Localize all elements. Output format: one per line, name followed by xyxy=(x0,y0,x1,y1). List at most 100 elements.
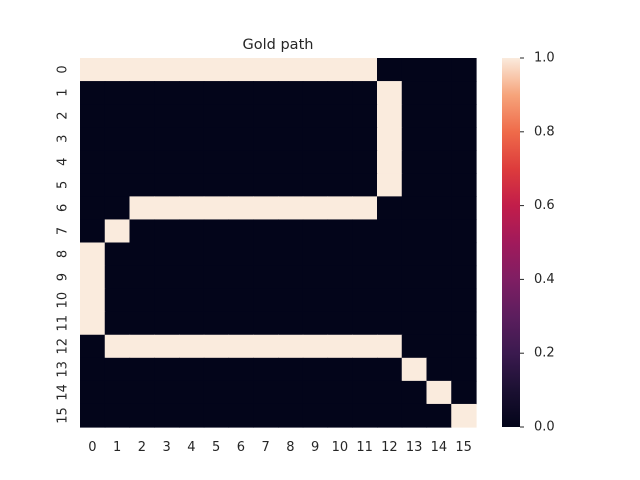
heatmap-cell-r7-c6 xyxy=(228,219,254,244)
heatmap-cell-r7-c3 xyxy=(154,219,180,244)
heatmap-cell-r9-c12 xyxy=(377,265,403,290)
heatmap-cell-r7-c4 xyxy=(179,219,205,244)
heatmap-cell-r11-c7 xyxy=(253,311,279,336)
heatmap-cell-r2-c6 xyxy=(228,104,254,128)
heatmap-cell-r7-c8 xyxy=(278,219,304,244)
heatmap-cell-r11-c0 xyxy=(80,311,106,336)
x-tick-label: 5 xyxy=(212,440,220,455)
chart-title: Gold path xyxy=(243,37,314,53)
y-tick-label: 11 xyxy=(56,315,71,332)
heatmap-cell-r9-c11 xyxy=(352,265,378,290)
heatmap-cell-r7-c13 xyxy=(401,219,428,244)
heatmap-cell-r7-c5 xyxy=(203,219,230,244)
heatmap-cell-r13-c2 xyxy=(129,357,155,382)
heatmap-cell-r9-c5 xyxy=(203,265,230,290)
heatmap-cell-r2-c0 xyxy=(80,104,106,128)
heatmap-cell-r15-c5 xyxy=(203,403,230,428)
heatmap-cell-r4-c2 xyxy=(129,150,155,174)
heatmap-cell-r5-c15 xyxy=(451,173,477,197)
heatmap-cell-r11-c15 xyxy=(451,311,477,336)
y-tick-label: 8 xyxy=(56,250,71,258)
heatmap-cell-r4-c14 xyxy=(426,150,452,174)
colorbar-tick-label: 0.8 xyxy=(534,124,555,139)
heatmap-cell-r0-c10 xyxy=(327,58,353,82)
heatmap-cell-r14-c13 xyxy=(401,380,428,405)
heatmap-cell-r6-c11 xyxy=(352,196,378,221)
y-tick-label: 13 xyxy=(56,361,71,378)
heatmap-cell-r0-c7 xyxy=(253,58,279,82)
heatmap-cell-r0-c12 xyxy=(377,58,403,82)
colorbar xyxy=(502,58,520,427)
heatmap-cell-r14-c0 xyxy=(80,380,106,405)
heatmap-cell-r10-c8 xyxy=(278,288,304,313)
x-tick-label: 7 xyxy=(261,440,269,455)
heatmap-cell-r14-c2 xyxy=(129,380,155,405)
heatmap-cell-r13-c11 xyxy=(352,357,378,382)
heatmap-cell-r14-c9 xyxy=(302,380,329,405)
heatmap-cell-r2-c5 xyxy=(203,104,230,128)
heatmap-cell-r1-c9 xyxy=(302,81,329,105)
heatmap-cell-r15-c6 xyxy=(228,403,254,428)
heatmap-cell-r9-c14 xyxy=(426,265,452,290)
heatmap-cell-r15-c2 xyxy=(129,403,155,428)
heatmap-cell-r8-c13 xyxy=(401,242,428,267)
heatmap-cell-r7-c11 xyxy=(352,219,378,244)
heatmap-cell-r4-c5 xyxy=(203,150,230,174)
heatmap-cell-r10-c4 xyxy=(179,288,205,313)
heatmap-cell-r8-c9 xyxy=(302,242,329,267)
heatmap-cell-r10-c7 xyxy=(253,288,279,313)
heatmap-cell-r12-c15 xyxy=(451,334,477,359)
heatmap-cell-r2-c1 xyxy=(104,104,131,128)
heatmap-cell-r6-c13 xyxy=(401,196,428,221)
heatmap-cell-r1-c7 xyxy=(253,81,279,105)
heatmap-cell-r5-c5 xyxy=(203,173,230,197)
heatmap-cell-r4-c9 xyxy=(302,150,329,174)
heatmap-cell-r6-c5 xyxy=(203,196,230,221)
heatmap-cell-r14-c8 xyxy=(278,380,304,405)
heatmap-cell-r11-c1 xyxy=(104,311,131,336)
heatmap-cell-r8-c12 xyxy=(377,242,403,267)
heatmap-cell-r3-c11 xyxy=(352,127,378,151)
heatmap-cell-r9-c10 xyxy=(327,265,353,290)
heatmap-cell-r6-c4 xyxy=(179,196,205,221)
heatmap-cell-r10-c5 xyxy=(203,288,230,313)
heatmap-cell-r6-c0 xyxy=(80,196,106,221)
heatmap-cell-r9-c3 xyxy=(154,265,180,290)
heatmap-cell-r7-c12 xyxy=(377,219,403,244)
heatmap-cell-r1-c15 xyxy=(451,81,477,105)
heatmap-cell-r10-c3 xyxy=(154,288,180,313)
x-tick-label: 0 xyxy=(88,440,96,455)
heatmap-cell-r2-c9 xyxy=(302,104,329,128)
heatmap-cell-r6-c10 xyxy=(327,196,353,221)
heatmap-cell-r11-c9 xyxy=(302,311,329,336)
heatmap-cell-r0-c0 xyxy=(80,58,106,82)
heatmap-cell-r6-c9 xyxy=(302,196,329,221)
heatmap-cell-r1-c3 xyxy=(154,81,180,105)
heatmap-cell-r11-c13 xyxy=(401,311,428,336)
heatmap-cell-r13-c6 xyxy=(228,357,254,382)
heatmap-cell-r15-c4 xyxy=(179,403,205,428)
heatmap-cell-r9-c0 xyxy=(80,265,106,290)
x-tick-label: 6 xyxy=(237,440,245,455)
heatmap-cell-r3-c10 xyxy=(327,127,353,151)
heatmap-cell-r10-c13 xyxy=(401,288,428,313)
heatmap-cell-r15-c1 xyxy=(104,403,131,428)
heatmap-cell-r7-c2 xyxy=(129,219,155,244)
colorbar-tick-label: 0.0 xyxy=(534,420,555,435)
y-tick-label: 1 xyxy=(56,88,71,96)
heatmap-cell-r8-c10 xyxy=(327,242,353,267)
heatmap-cell-r13-c0 xyxy=(80,357,106,382)
y-tick-label: 0 xyxy=(56,65,71,73)
heatmap-cell-r11-c2 xyxy=(129,311,155,336)
heatmap-cell-r9-c6 xyxy=(228,265,254,290)
heatmap-cell-r8-c3 xyxy=(154,242,180,267)
heatmap-cell-r1-c2 xyxy=(129,81,155,105)
heatmap-cell-r5-c11 xyxy=(352,173,378,197)
heatmap-cell-r1-c14 xyxy=(426,81,452,105)
heatmap-cell-r10-c1 xyxy=(104,288,131,313)
heatmap-cell-r0-c11 xyxy=(352,58,378,82)
heatmap-cell-r9-c4 xyxy=(179,265,205,290)
heatmap-cell-r15-c7 xyxy=(253,403,279,428)
heatmap-cell-r15-c14 xyxy=(426,403,452,428)
